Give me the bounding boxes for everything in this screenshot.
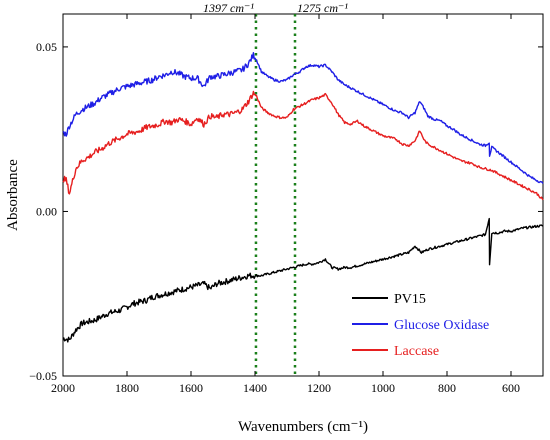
- plot-area: [62, 13, 544, 377]
- x-tick-label-4: 1200: [307, 381, 331, 395]
- legend-label-2: Laccase: [394, 344, 439, 359]
- series-line-1: [62, 52, 544, 184]
- legend-label-0: PV15: [394, 292, 426, 307]
- y-axis-title: Absorbance: [5, 159, 21, 231]
- y-tick-label-2: 0.05: [36, 40, 57, 54]
- legend: PV15 Glucose Oxidase Laccase: [352, 292, 489, 359]
- legend-label-1: Glucose Oxidase: [394, 318, 489, 333]
- x-axis-title: Wavenumbers (cm⁻¹): [238, 419, 368, 435]
- annotation-label-1: 1275 cm⁻¹: [297, 1, 348, 15]
- annotation-lines: [254, 14, 297, 376]
- x-tick-label-3: 1400: [243, 381, 267, 395]
- plot-frame: [62, 13, 544, 377]
- x-tick-label-1: 1800: [115, 381, 139, 395]
- x-tick-label-0: 2000: [51, 381, 75, 395]
- annotation-labels: 1397 cm⁻¹ 1275 cm⁻¹: [203, 1, 348, 15]
- axis-ticks: 2000 1800 1600 1400 1200 1000 800 600 −0.05 0.00 0…: [29, 14, 543, 395]
- y-tick-label-1: 0.00: [36, 204, 57, 218]
- x-tick-label-6: 800: [438, 381, 456, 395]
- series-line-2: [62, 90, 544, 201]
- x-tick-label-7: 600: [502, 381, 520, 395]
- annotation-label-0: 1397 cm⁻¹: [203, 1, 254, 15]
- series-lines: [62, 52, 544, 343]
- y-tick-label-0: −0.05: [29, 369, 57, 383]
- series-line-0: [62, 217, 544, 343]
- x-tick-label-2: 1600: [179, 381, 203, 395]
- x-tick-label-5: 1000: [371, 381, 395, 395]
